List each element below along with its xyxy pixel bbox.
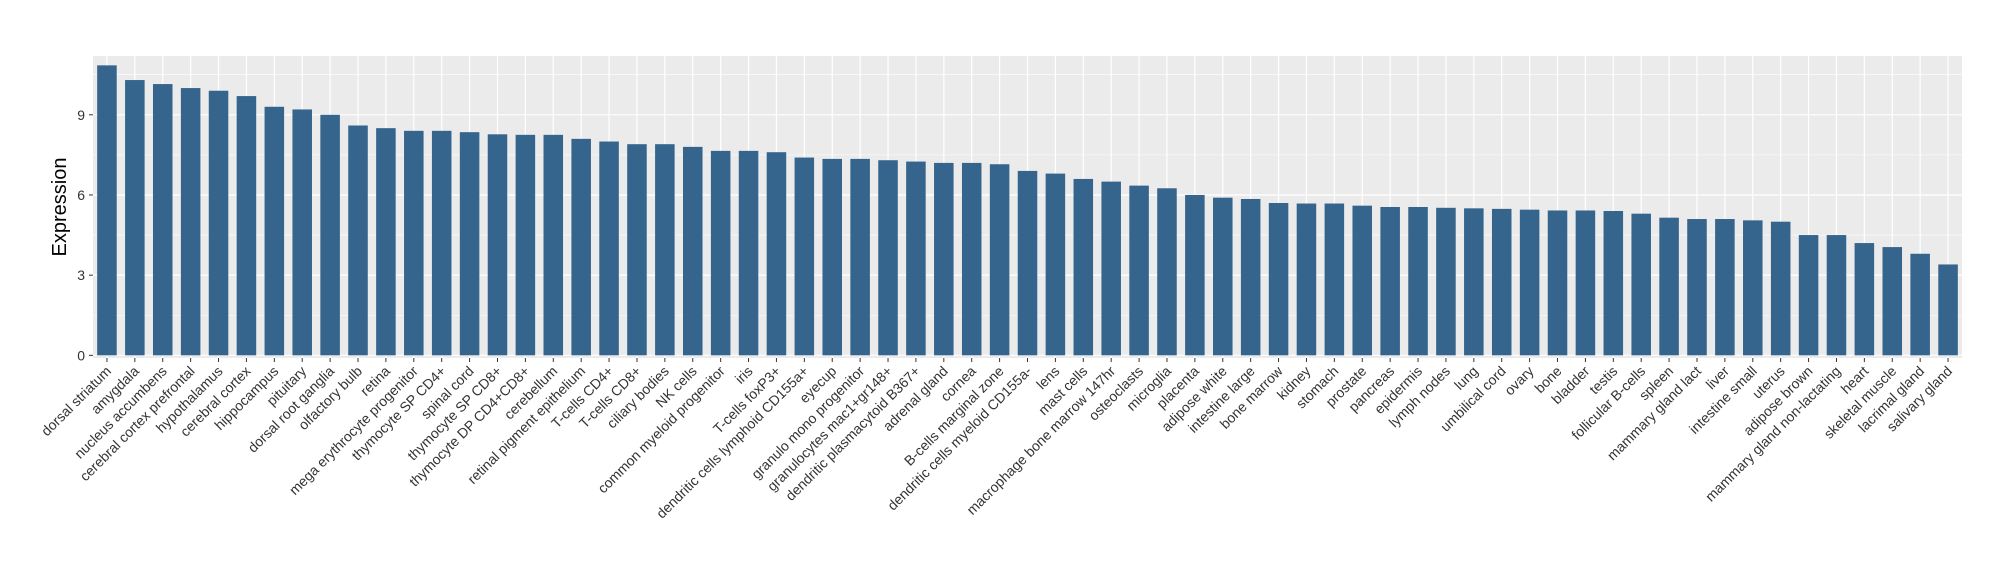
bar	[1073, 178, 1094, 356]
bar	[1882, 247, 1903, 356]
bar	[1213, 197, 1233, 356]
bar	[543, 134, 564, 356]
bar	[348, 125, 368, 356]
bar	[655, 144, 675, 356]
bar	[125, 80, 145, 356]
bar	[292, 109, 312, 356]
bar	[1464, 208, 1484, 356]
y-tick-label: 3	[77, 267, 85, 283]
bar	[1910, 253, 1930, 356]
y-tick-label: 0	[77, 347, 85, 363]
bar	[152, 84, 173, 356]
bar	[1408, 207, 1428, 356]
bar	[1268, 202, 1289, 356]
bar	[1603, 211, 1624, 356]
bar	[794, 157, 815, 356]
bar	[180, 88, 201, 356]
bar	[989, 164, 1010, 356]
bar	[934, 162, 954, 356]
bar	[1519, 209, 1540, 356]
bar	[1826, 235, 1847, 356]
bar	[571, 138, 591, 356]
y-axis-title: Expression	[49, 158, 71, 257]
bar	[487, 134, 508, 356]
bar	[431, 130, 452, 356]
bar	[850, 158, 870, 356]
bar	[404, 130, 424, 356]
bar	[822, 158, 842, 356]
bar	[459, 132, 480, 356]
bar	[1352, 205, 1373, 356]
bar	[515, 134, 536, 356]
bar	[1687, 219, 1707, 356]
bar	[1380, 207, 1400, 356]
bar	[1631, 213, 1651, 356]
bar	[766, 152, 787, 356]
bar	[1854, 243, 1875, 356]
bar	[878, 160, 898, 356]
bar	[710, 150, 731, 356]
bar	[738, 150, 759, 356]
bar	[1101, 181, 1121, 356]
bar	[320, 114, 340, 356]
bar	[376, 128, 396, 356]
x-tick-label: ovary	[1501, 363, 1537, 399]
bar	[1436, 207, 1456, 356]
bar	[1017, 170, 1038, 356]
bar	[1798, 235, 1819, 356]
bar	[1659, 217, 1679, 356]
bars	[97, 65, 1958, 356]
bar	[961, 162, 982, 356]
bar	[682, 146, 703, 356]
bar	[1045, 173, 1066, 356]
y-tick-label: 6	[77, 187, 85, 203]
bar	[1157, 188, 1177, 356]
bar	[1770, 221, 1791, 356]
bar	[1185, 194, 1205, 356]
bar	[1547, 210, 1568, 356]
bar	[627, 144, 647, 356]
bar	[906, 161, 926, 356]
bar	[1129, 185, 1149, 356]
bar	[236, 96, 257, 356]
bar	[1715, 219, 1735, 356]
bar	[1938, 264, 1958, 356]
bar	[97, 65, 117, 356]
bar	[264, 106, 285, 356]
bar	[1743, 220, 1763, 356]
bar	[599, 141, 619, 356]
bar	[1324, 203, 1345, 356]
bar	[1240, 198, 1261, 356]
y-tick-label: 9	[77, 107, 85, 123]
bar	[1296, 203, 1317, 356]
bar	[1575, 210, 1596, 356]
bar	[208, 90, 229, 356]
y-axis: 0 3 6 9	[77, 107, 93, 363]
bar	[1491, 208, 1512, 356]
